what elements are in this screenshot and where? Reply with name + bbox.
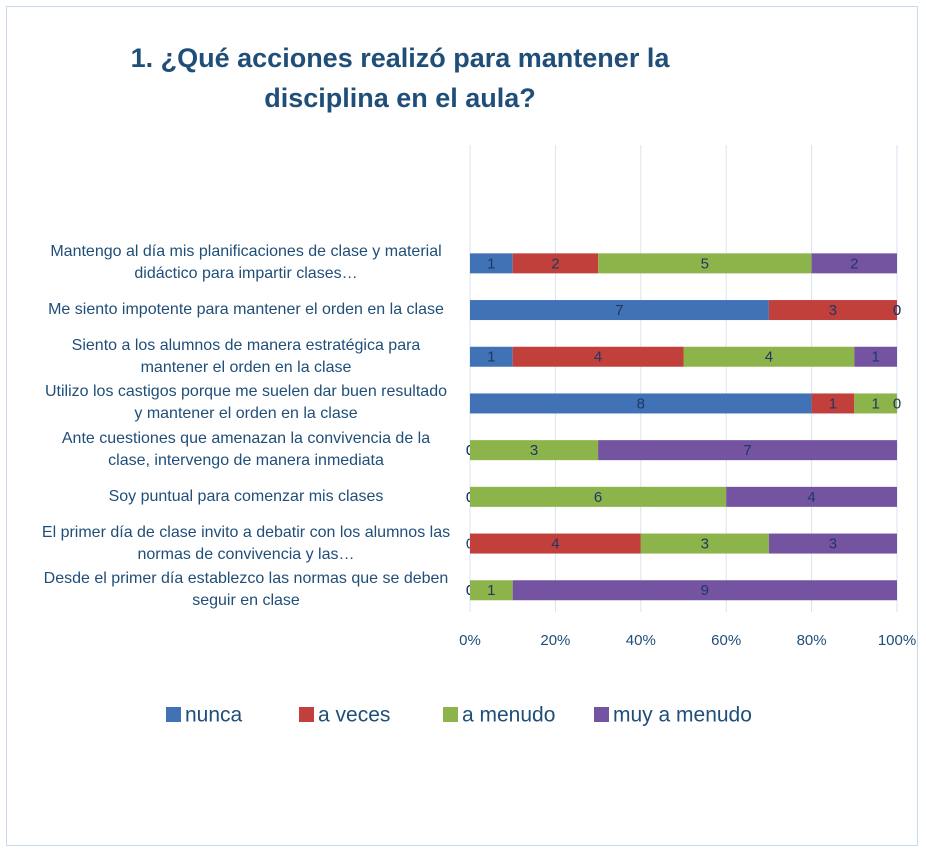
data-label: 1	[487, 349, 495, 366]
data-label: 7	[743, 442, 751, 459]
chart-title: 1. ¿Qué acciones realizó para mantener l…	[130, 43, 670, 113]
bar-segment	[512, 253, 599, 274]
bar-segment	[470, 486, 727, 507]
x-tick-label: 60%	[711, 632, 741, 649]
category-label: Desde el primer día establezco las norma…	[43, 570, 449, 610]
data-label: 1	[487, 582, 495, 599]
bar-segment	[598, 440, 897, 461]
data-label: 4	[807, 489, 815, 506]
legend-swatch	[166, 707, 181, 722]
bar-segment	[811, 393, 855, 414]
category-label: El primer día de clase invito a debatir …	[41, 523, 451, 563]
bar-segment	[470, 393, 812, 414]
bar-segment	[512, 346, 684, 367]
bar-segment	[768, 300, 897, 321]
bar-segment	[683, 346, 855, 367]
data-label: 6	[594, 489, 602, 506]
data-label: 1	[871, 349, 879, 366]
category-label: Siento a los alumnos de manera estratégi…	[71, 336, 421, 376]
bar-segment	[726, 486, 897, 507]
data-label: 0	[893, 395, 901, 412]
bar-segment	[470, 346, 513, 367]
bar-segment	[811, 253, 897, 274]
data-label: 1	[487, 255, 495, 272]
data-label: 9	[701, 582, 709, 599]
bar-segment	[512, 580, 897, 601]
data-label: 2	[551, 255, 559, 272]
bar-segment	[470, 440, 599, 461]
data-label: 2	[850, 255, 858, 272]
category-label: Utilizo los castigos porque me suelen da…	[44, 383, 447, 423]
legend-label: muy a menudo	[613, 704, 752, 727]
x-tick-label: 0%	[459, 632, 481, 649]
legend-swatch	[443, 707, 458, 722]
legend-label: a veces	[318, 704, 390, 727]
data-label: 7	[615, 302, 623, 319]
data-label: 0	[893, 302, 901, 319]
legend-swatch	[299, 707, 314, 722]
x-tick-label: 40%	[626, 632, 656, 649]
category-label: Me siento impotente para mantener el ord…	[48, 301, 444, 319]
data-label: 0	[893, 302, 901, 319]
data-label: 4	[551, 536, 559, 553]
bar-segment	[768, 533, 897, 554]
legend-label: a menudo	[462, 704, 555, 727]
data-label: 4	[594, 349, 602, 366]
x-tick-label: 100%	[878, 632, 916, 649]
x-tick-label: 20%	[540, 632, 570, 649]
bar-segment	[854, 393, 897, 414]
data-label: 8	[637, 395, 645, 412]
category-label: Ante cuestiones que amenazan la conviven…	[61, 430, 431, 470]
data-label: 1	[871, 395, 879, 412]
legend-label: nunca	[185, 704, 243, 727]
chart-frame	[6, 6, 918, 846]
data-label: 5	[701, 255, 709, 272]
data-label: 4	[765, 349, 773, 366]
bar-segment	[854, 346, 897, 367]
data-label: 1	[829, 395, 837, 412]
data-label: 3	[829, 536, 837, 553]
bar-segment	[470, 253, 513, 274]
data-label: 3	[829, 302, 837, 319]
bar-segment	[470, 580, 513, 601]
category-label: Soy puntual para comenzar mis clases	[108, 487, 384, 505]
bar-segment	[640, 533, 769, 554]
data-label: 3	[530, 442, 538, 459]
bar-segment	[470, 533, 641, 554]
x-tick-label: 80%	[797, 632, 827, 649]
bar-segment	[598, 253, 812, 274]
category-label: Mantengo al día mis planificaciones de c…	[50, 243, 442, 283]
bar-segment	[470, 300, 769, 321]
data-label: 3	[701, 536, 709, 553]
legend-swatch	[594, 707, 609, 722]
